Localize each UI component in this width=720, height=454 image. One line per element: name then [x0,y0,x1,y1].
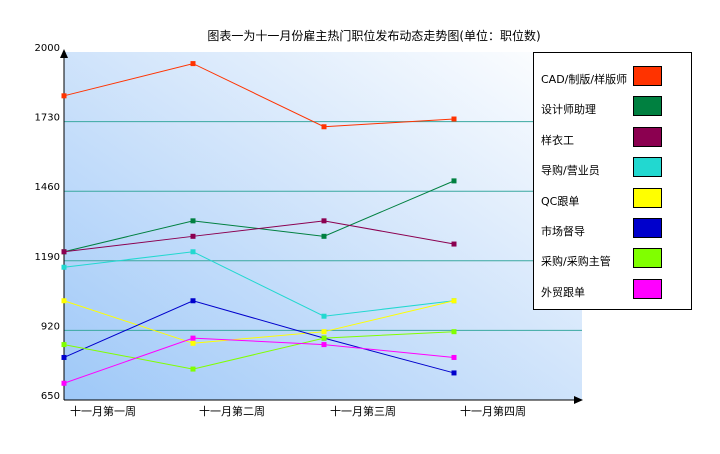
data-point [321,313,327,319]
y-tick-label: 1730 [35,113,60,124]
series-line [63,300,455,374]
legend-label: CAD/制版/样版师 [541,73,628,86]
legend-item: 导购/营业员 [534,155,693,181]
y-tick-label: 1460 [35,182,60,193]
data-point [61,264,67,270]
data-point [190,335,196,341]
data-point [321,218,327,224]
y-tick-label: 920 [41,321,60,332]
data-point [190,366,196,372]
x-tick-label: 十一月第二周 [199,404,265,418]
x-tick-label: 十一月第三周 [330,404,396,418]
series-2 [61,218,457,255]
data-point [451,116,457,122]
legend-swatch [633,278,662,299]
data-point [451,329,457,335]
data-point [61,93,67,99]
data-point [190,298,196,304]
series-line [63,300,455,344]
plot-area [64,52,582,400]
legend-label: 市场督导 [541,225,585,238]
legend-item: 样衣工 [534,125,693,151]
legend-item: CAD/制版/样版师 [534,64,693,90]
legend-item: 外贸跟单 [534,277,693,303]
data-point [190,233,196,239]
legend-swatch [633,218,662,238]
x-axis-arrow [574,396,583,404]
legend-label: QC跟单 [541,194,580,208]
data-point [321,335,327,341]
y-tick-label: 1190 [35,252,60,263]
legend-swatch [633,187,662,208]
legend-swatch [633,126,662,147]
data-point [321,342,327,348]
legend-item: 市场督导 [534,216,693,242]
data-point [451,354,457,360]
y-axis-arrow [60,49,68,58]
legend-swatch [633,248,662,269]
x-tick-label: 十一月第四周 [460,404,526,418]
data-point [451,241,457,247]
x-tick-label: 十一月第一周 [70,404,136,418]
legend-label: 采购/采购主管 [541,255,611,269]
legend-item: 设计师助理 [534,94,693,120]
legend-label: 样衣工 [541,133,574,147]
data-point [321,124,327,130]
y-tick-label: 650 [41,391,60,402]
legend-item: 采购/采购主管 [534,246,693,272]
data-point [321,329,327,335]
legend-label: 设计师助理 [541,103,596,117]
series-6 [61,329,457,372]
series-line [63,251,455,317]
series-line [63,331,455,370]
data-point [451,178,457,184]
data-point [321,233,327,239]
data-point [451,370,457,376]
data-point [61,249,67,255]
legend-item: QC跟单 [534,186,693,212]
data-point [190,61,196,67]
data-point [190,249,196,255]
series-0 [61,61,457,130]
data-point [451,298,457,304]
data-point [190,218,196,224]
series-line [63,63,455,128]
y-tick-label: 2000 [35,43,60,54]
legend-swatch [633,66,662,86]
data-point [61,298,67,304]
series-line [63,220,455,253]
legend-swatch [633,96,662,117]
data-point [61,342,67,348]
series-4 [61,298,457,346]
data-point [61,380,67,386]
legend-swatch [633,157,662,178]
data-point [190,340,196,346]
legend: CAD/制版/样版师 设计师助理样衣工导购/营业员 QC跟单市场督导采购/采购主管外… [533,52,692,310]
series-line [63,337,455,384]
data-point [61,354,67,360]
legend-label: 外贸跟单 [541,285,585,299]
legend-label: 导购/营业员 [541,164,600,178]
chart-title: 图表一为十一月份雇主热门职位发布动态走势图(单位：职位数) [207,28,540,43]
series-7 [61,335,457,386]
